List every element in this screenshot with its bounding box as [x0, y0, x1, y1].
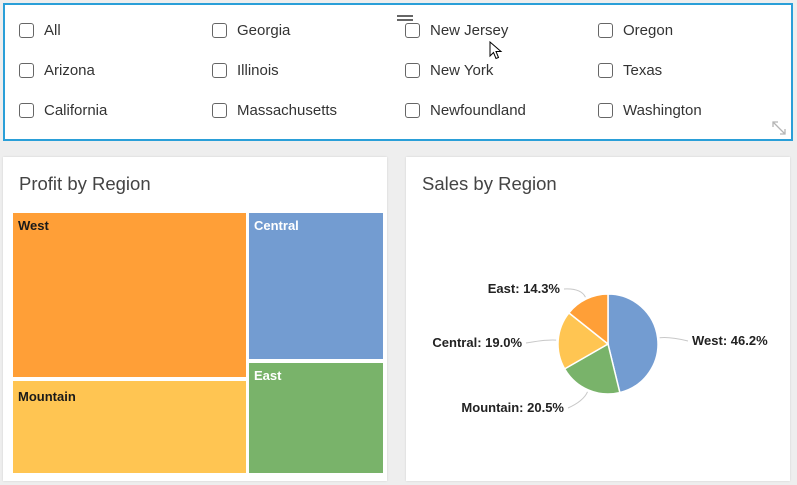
treemap-tile-central[interactable]: Central: [249, 213, 383, 359]
checkbox-box[interactable]: [405, 23, 420, 38]
profit-by-region-card: Profit by Region West Central Mountain E…: [3, 157, 387, 481]
checkbox-label: New Jersey: [430, 22, 509, 39]
checkbox-oregon[interactable]: Oregon: [598, 22, 673, 39]
checkbox-box[interactable]: [19, 23, 34, 38]
checkbox-label: All: [44, 22, 61, 39]
checkbox-label: Georgia: [237, 22, 291, 39]
checkbox-label: California: [44, 102, 108, 119]
checkbox-box[interactable]: [212, 63, 227, 78]
checkbox-label: Oregon: [623, 22, 674, 39]
checkbox-box[interactable]: [19, 103, 34, 118]
checkbox-all[interactable]: All: [19, 22, 61, 39]
checkbox-box[interactable]: [212, 23, 227, 38]
checkbox-label: Illinois: [237, 62, 279, 79]
card-title: Sales by Region: [422, 173, 557, 194]
tile-label: East: [254, 368, 282, 383]
checkbox-box[interactable]: [212, 103, 227, 118]
checkbox-label: Arizona: [44, 62, 95, 79]
tile-label: Mountain: [18, 389, 76, 404]
resize-icon[interactable]: [770, 119, 788, 137]
checkbox-california[interactable]: California: [19, 102, 107, 119]
checkbox-texas[interactable]: Texas: [598, 62, 662, 79]
sales-by-region-card: Sales by Region West: 46.2% Mountain: 20.…: [406, 157, 790, 481]
pie-label-central: Central: 19.0%: [432, 335, 522, 350]
tile-label: Central: [254, 218, 299, 233]
checkbox-massachusetts[interactable]: Massachusetts: [212, 102, 337, 119]
checkbox-box[interactable]: [405, 103, 420, 118]
checkbox-label: Washington: [623, 102, 702, 119]
checkbox-arizona[interactable]: Arizona: [19, 62, 95, 79]
pie-slice-west[interactable]: [607, 293, 659, 394]
checkbox-label: Texas: [623, 62, 663, 79]
pie-label-mountain: Mountain: 20.5%: [461, 400, 564, 415]
checkbox-newfoundland[interactable]: Newfoundland: [405, 102, 526, 119]
pie-leader-line: [563, 288, 586, 298]
treemap-tile-mountain[interactable]: Mountain: [13, 381, 246, 473]
checkbox-washington[interactable]: Washington: [598, 102, 702, 119]
checkbox-box[interactable]: [598, 103, 613, 118]
checkbox-illinois[interactable]: Illinois: [212, 62, 279, 79]
checkbox-box[interactable]: [19, 63, 34, 78]
pie-label-west: West: 46.2%: [692, 333, 768, 348]
pie-label-east: East: 14.3%: [488, 281, 561, 296]
drag-handle-icon[interactable]: [397, 15, 413, 23]
checkbox-label: New York: [430, 62, 494, 79]
pie-leader-line: [567, 391, 588, 409]
pie-slice-central[interactable]: [557, 311, 610, 370]
state-filter-panel: All Georgia New Jersey Oregon Arizona Il…: [3, 3, 793, 141]
pie-slice-mountain[interactable]: [563, 342, 621, 395]
treemap-tile-east[interactable]: East: [249, 363, 383, 473]
pie-leader-line: [525, 339, 557, 344]
pie-leader-line: [659, 337, 689, 342]
checkbox-georgia[interactable]: Georgia: [212, 22, 290, 39]
treemap: West Central Mountain East: [13, 213, 385, 475]
checkbox-new-york[interactable]: New York: [405, 62, 493, 79]
tile-label: West: [18, 218, 49, 233]
checkbox-box[interactable]: [405, 63, 420, 78]
checkbox-label: Newfoundland: [430, 102, 526, 119]
checkbox-label: Massachusetts: [237, 102, 338, 119]
checkbox-box[interactable]: [598, 23, 613, 38]
pie-slice-east[interactable]: [567, 293, 609, 346]
card-title: Profit by Region: [19, 173, 151, 194]
checkbox-new-jersey[interactable]: New Jersey: [405, 22, 508, 39]
mouse-pointer-icon: [489, 41, 503, 60]
treemap-tile-west[interactable]: West: [13, 213, 246, 377]
checkbox-box[interactable]: [598, 63, 613, 78]
pie-chart: West: 46.2% Mountain: 20.5% Central: 19.0%…: [432, 281, 768, 415]
